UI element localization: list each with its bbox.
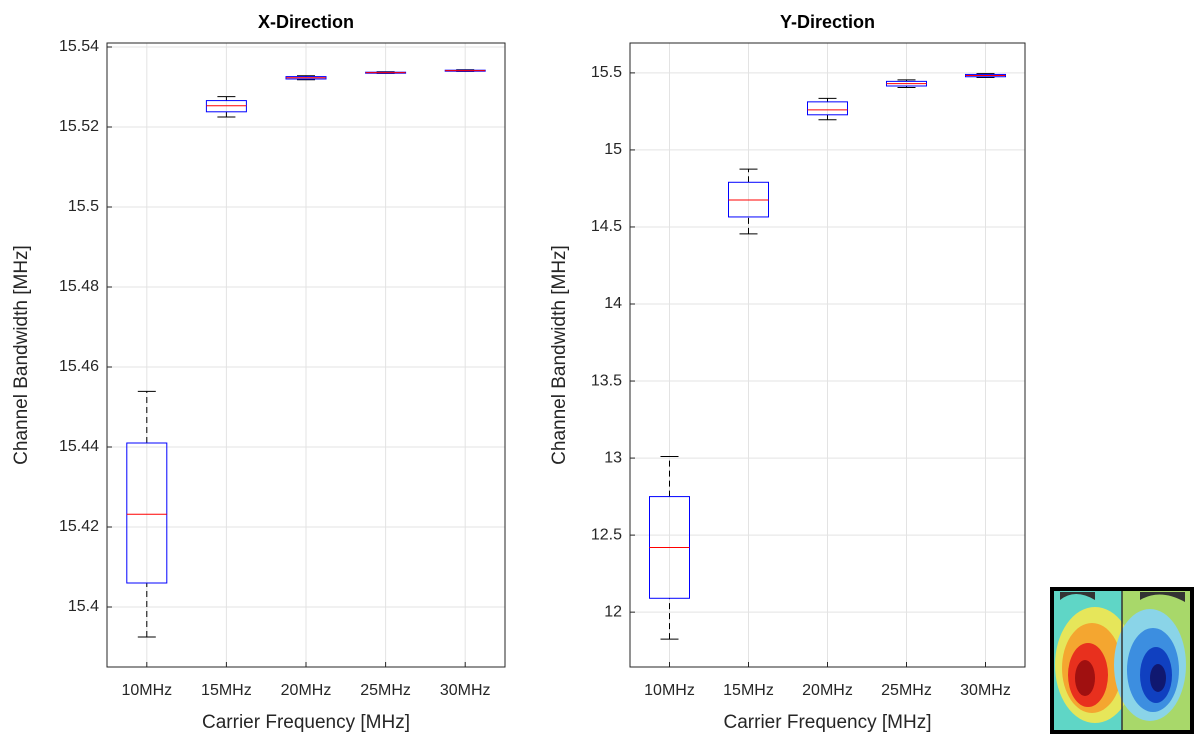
x-tick-label: 30MHz [960, 682, 1011, 699]
x-axis-label: Carrier Frequency [MHz] [202, 712, 410, 733]
x-tick-label: 15MHz [723, 682, 774, 699]
y-axis-label: Channel Bandwidth [MHz] [549, 245, 570, 465]
axes-box [629, 42, 1026, 668]
contour [1075, 660, 1095, 696]
thumbnail [1050, 587, 1194, 734]
y-tick-label: 15.4 [68, 598, 99, 615]
x-tick-label: 25MHz [360, 682, 411, 699]
x-tick-label: 30MHz [440, 682, 491, 699]
axes-box [106, 42, 506, 668]
y-tick-label: 13 [604, 449, 622, 466]
y-tick-label: 12.5 [591, 526, 622, 543]
x-tick-label: 20MHz [281, 682, 332, 699]
x-axis-label: Carrier Frequency [MHz] [724, 712, 932, 733]
chart-title: X-Direction [258, 12, 354, 32]
x-tick-label: 25MHz [881, 682, 932, 699]
x-tick-label: 10MHz [121, 682, 172, 699]
y-axis-label: Channel Bandwidth [MHz] [11, 245, 32, 465]
y-tick-label: 14 [604, 295, 622, 312]
y-tick-label: 15.44 [59, 438, 99, 455]
box [807, 101, 848, 116]
y-tick-label: 15 [604, 141, 622, 158]
chart-title: Y-Direction [780, 12, 875, 32]
contour [1150, 664, 1166, 692]
y-tick-label: 13.5 [591, 372, 622, 389]
y-tick-label: 15.48 [59, 278, 99, 295]
y-tick-label: 15.54 [59, 38, 99, 55]
y-tick-label: 12 [604, 603, 622, 620]
y-tick-label: 15.42 [59, 518, 99, 535]
y-tick-label: 15.5 [591, 64, 622, 81]
y-tick-label: 15.46 [59, 358, 99, 375]
y-tick-label: 14.5 [591, 218, 622, 235]
y-tick-label: 15.5 [68, 198, 99, 215]
box [126, 442, 168, 584]
x-tick-label: 10MHz [644, 682, 695, 699]
thumbnail-noise [1060, 592, 1185, 602]
y-tick-label: 15.52 [59, 118, 99, 135]
x-tick-label: 15MHz [201, 682, 252, 699]
x-tick-label: 20MHz [802, 682, 853, 699]
